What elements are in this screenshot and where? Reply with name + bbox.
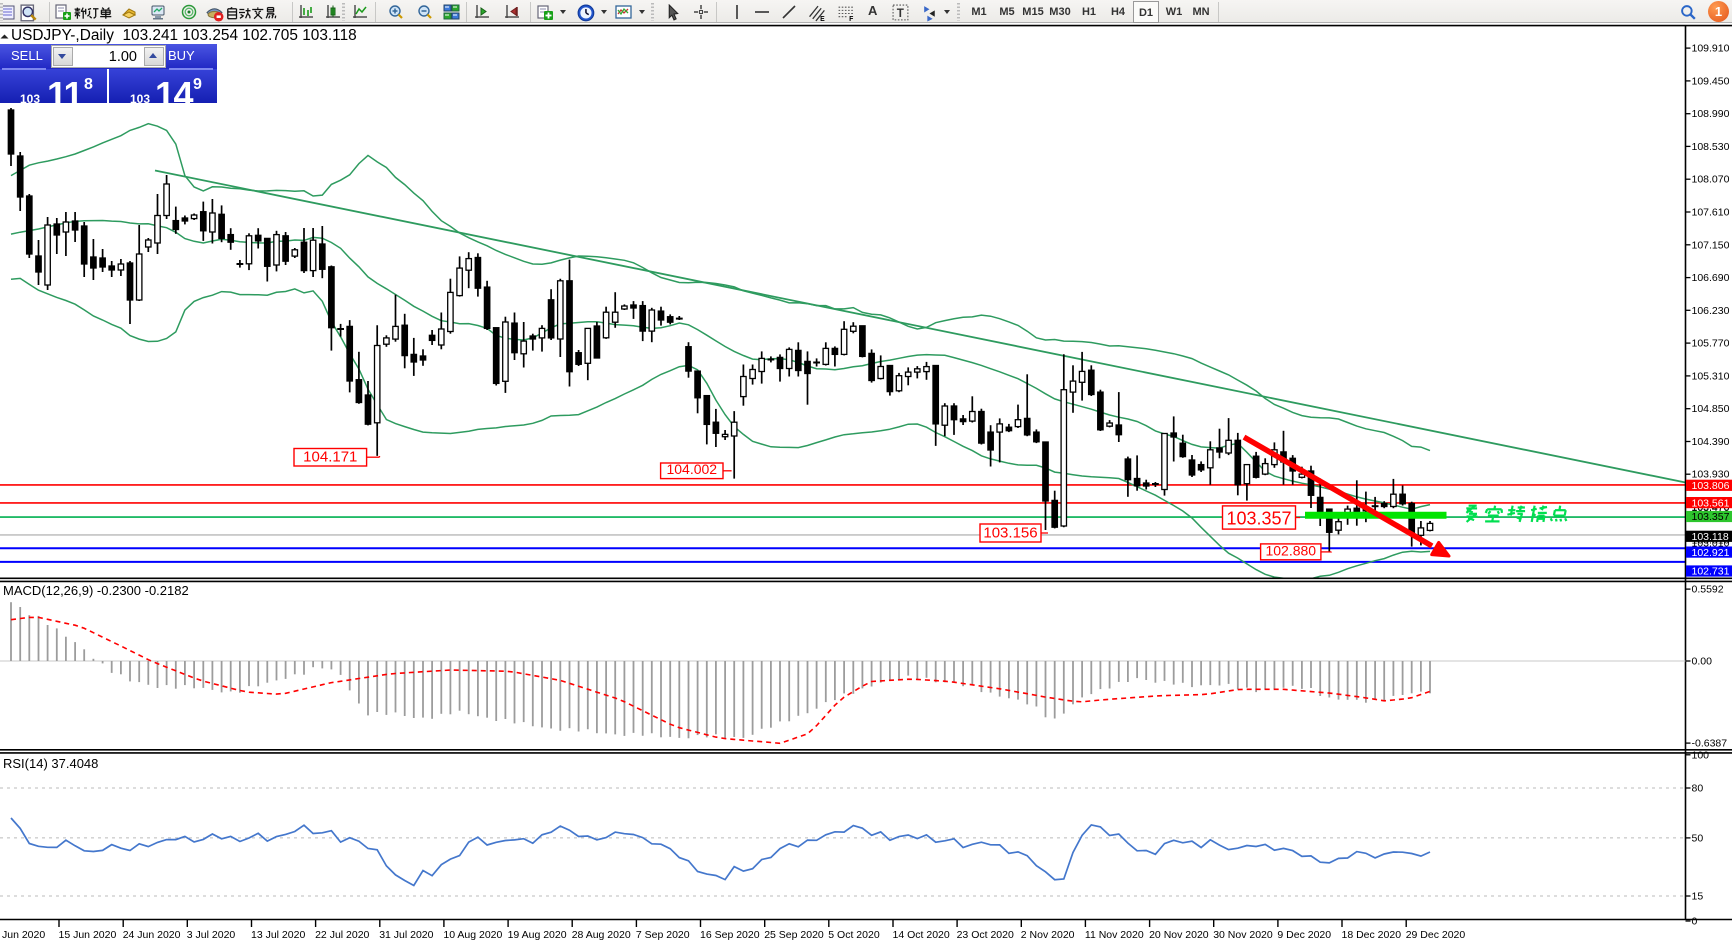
svg-text:25 Sep 2020: 25 Sep 2020	[764, 929, 824, 941]
svg-text:103.806: 103.806	[1692, 480, 1730, 492]
svg-text:108.990: 108.990	[1692, 108, 1730, 120]
svg-text:108.530: 108.530	[1692, 141, 1730, 153]
svg-text:103.357: 103.357	[1692, 511, 1730, 523]
svg-text:18 Dec 2020: 18 Dec 2020	[1342, 929, 1402, 941]
svg-text:9 Dec 2020: 9 Dec 2020	[1277, 929, 1331, 941]
svg-text:107.610: 107.610	[1692, 207, 1730, 219]
svg-text:3 Jul 2020: 3 Jul 2020	[187, 929, 236, 941]
svg-text:30 Nov 2020: 30 Nov 2020	[1213, 929, 1273, 941]
svg-text:13 Jul 2020: 13 Jul 2020	[251, 929, 305, 941]
svg-text:102.921: 102.921	[1692, 547, 1730, 559]
svg-text:109.910: 109.910	[1692, 43, 1730, 55]
svg-text:0: 0	[1692, 916, 1698, 928]
svg-text:104.390: 104.390	[1692, 436, 1730, 448]
svg-text:50: 50	[1692, 832, 1704, 844]
svg-text:11 Nov 2020: 11 Nov 2020	[1085, 929, 1144, 941]
svg-text:104.171: 104.171	[303, 449, 357, 466]
svg-text:22 Jul 2020: 22 Jul 2020	[315, 929, 369, 941]
svg-text:100: 100	[1692, 749, 1710, 761]
svg-text:7 Sep 2020: 7 Sep 2020	[636, 929, 690, 941]
svg-text:20 Nov 2020: 20 Nov 2020	[1149, 929, 1209, 941]
svg-text:15 Jun 2020: 15 Jun 2020	[59, 929, 117, 941]
svg-text:104.850: 104.850	[1692, 403, 1730, 415]
svg-text:103.156: 103.156	[983, 525, 1037, 542]
svg-text:108.070: 108.070	[1692, 174, 1730, 186]
svg-text:23 Oct 2020: 23 Oct 2020	[957, 929, 1014, 941]
svg-text:109.450: 109.450	[1692, 75, 1730, 87]
svg-text:104.002: 104.002	[666, 461, 717, 477]
svg-text:0.5592: 0.5592	[1692, 584, 1724, 596]
svg-text:14 Oct 2020: 14 Oct 2020	[893, 929, 950, 941]
svg-text:F: F	[849, 16, 853, 22]
svg-text:105.770: 105.770	[1692, 338, 1730, 350]
svg-text:T: T	[897, 7, 904, 20]
svg-text:80: 80	[1692, 783, 1704, 795]
svg-text:106.690: 106.690	[1692, 272, 1730, 284]
svg-text:103.118: 103.118	[1692, 531, 1729, 543]
svg-text:28 Aug 2020: 28 Aug 2020	[572, 929, 631, 941]
svg-text:MACD(12,26,9) -0.2300 -0.2182: MACD(12,26,9) -0.2300 -0.2182	[3, 583, 189, 598]
svg-text:103.561: 103.561	[1692, 497, 1730, 509]
svg-text:24 Jun 2020: 24 Jun 2020	[123, 929, 181, 941]
svg-text:102.880: 102.880	[1265, 542, 1316, 558]
svg-text:15: 15	[1692, 891, 1704, 903]
svg-text:2 Nov 2020: 2 Nov 2020	[1021, 929, 1075, 941]
svg-text:103.357: 103.357	[1226, 509, 1291, 529]
svg-text:0.00: 0.00	[1692, 656, 1713, 668]
svg-text:106.230: 106.230	[1692, 305, 1730, 317]
svg-text:102.731: 102.731	[1692, 566, 1730, 578]
svg-text:103.930: 103.930	[1692, 469, 1730, 481]
svg-text:107.150: 107.150	[1692, 239, 1730, 251]
svg-text:31 Jul 2020: 31 Jul 2020	[379, 929, 433, 941]
svg-text:E: E	[820, 16, 825, 22]
svg-text:-0.6387: -0.6387	[1692, 738, 1728, 750]
svg-text:5 Oct 2020: 5 Oct 2020	[828, 929, 880, 941]
svg-text:RSI(14) 37.4048: RSI(14) 37.4048	[3, 756, 98, 771]
svg-text:10 Aug 2020: 10 Aug 2020	[443, 929, 502, 941]
svg-text:29 Dec 2020: 29 Dec 2020	[1406, 929, 1466, 941]
svg-text:16 Sep 2020: 16 Sep 2020	[700, 929, 760, 941]
svg-text:105.310: 105.310	[1692, 370, 1730, 382]
svg-text:19 Aug 2020: 19 Aug 2020	[508, 929, 567, 941]
svg-text:Jun 2020: Jun 2020	[2, 929, 45, 941]
